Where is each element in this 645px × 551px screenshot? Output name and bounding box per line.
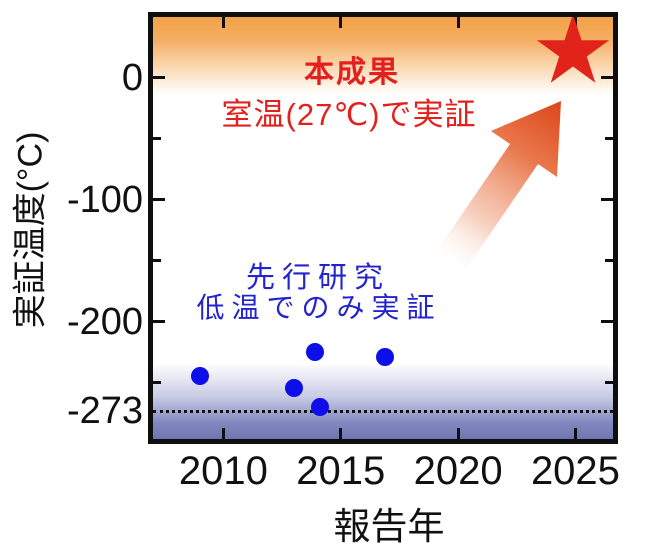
- plot-area: [153, 17, 613, 439]
- x-tick-label: 2025: [530, 449, 620, 493]
- cryogenic-band: [153, 363, 613, 439]
- y-axis-title: 実証温度(°C): [11, 131, 50, 329]
- x-tick-label: 2010: [178, 449, 268, 493]
- room-temperature-band: [153, 17, 613, 95]
- x-tick-label: 2020: [413, 449, 503, 493]
- y-tick-label: 0: [121, 56, 143, 99]
- result-annotation-desc: 室温(27℃)で実証: [221, 97, 477, 132]
- prior-work-annotation-title: 先行研究: [245, 262, 390, 294]
- result-annotation-title: 本成果: [304, 56, 400, 89]
- absolute-zero-label: -273: [66, 389, 143, 432]
- prior-work-annotation-desc: 低温でのみ実証: [196, 292, 442, 323]
- x-tick-label: 2015: [296, 449, 386, 493]
- x-axis-title: 報告年: [333, 506, 445, 547]
